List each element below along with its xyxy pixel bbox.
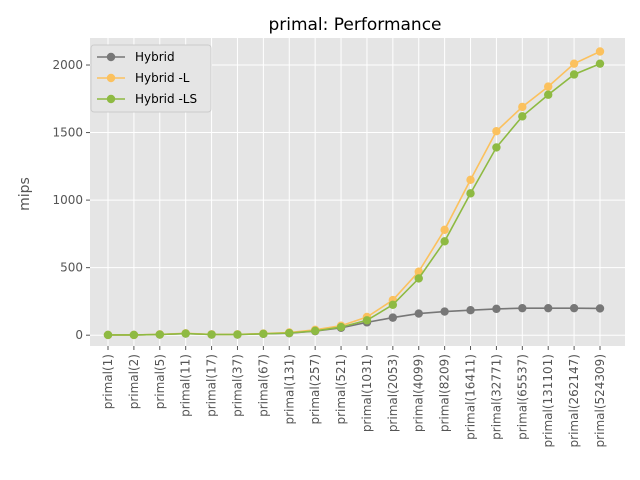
legend-label: Hybrid -L (135, 71, 190, 85)
legend-box (90, 44, 212, 113)
data-point (362, 316, 372, 325)
data-point (259, 329, 268, 339)
y-tick-label: 1000 (52, 193, 83, 207)
data-point (569, 303, 579, 313)
x-tick-label: primal(16411) (464, 354, 478, 440)
data-point (466, 175, 475, 185)
legend-marker (106, 73, 116, 83)
x-tick-label: primal(8209) (438, 354, 452, 432)
data-point (492, 127, 501, 136)
series-line-2 (108, 62, 601, 336)
data-point (103, 330, 113, 340)
x-tick-label: primal(32771) (489, 354, 503, 440)
data-point (414, 267, 423, 276)
x-tick-label: primal(131) (282, 354, 296, 425)
x-tick-label: primal(131101) (541, 354, 555, 447)
x-tick-label: primal(17) (205, 354, 219, 417)
y-tick-label: 0 (75, 328, 83, 342)
x-tick-label: primal(67) (256, 354, 270, 417)
data-point (518, 102, 527, 112)
data-point (440, 225, 449, 235)
data-point (544, 82, 553, 91)
x-tick-label: primal(11) (179, 354, 193, 417)
legend-label: Hybrid -LS (135, 92, 197, 106)
legend-marker (106, 52, 116, 62)
data-point (595, 59, 605, 68)
x-tick-label: primal(257) (308, 354, 322, 425)
y-axis-label: mips (17, 177, 33, 211)
x-tick-label: primal(37) (230, 354, 244, 417)
data-point (518, 112, 527, 121)
data-point (466, 306, 475, 315)
chart-title: primal: Performance (268, 15, 441, 35)
x-tick-label: primal(1) (101, 354, 115, 409)
data-point (285, 328, 294, 338)
data-point (336, 322, 346, 332)
x-axis-ticks: primal(1) primal(2) primal(5) primal(11) pri… (101, 346, 607, 447)
data-point (414, 274, 423, 283)
data-point (207, 330, 216, 339)
legend: Hybrid Hybrid -L Hybrid -LS (90, 44, 212, 113)
data-point (129, 330, 139, 340)
data-point (544, 303, 553, 313)
data-point (440, 307, 449, 316)
data-point (310, 326, 320, 336)
x-tick-label: primal(524309) (593, 354, 607, 447)
data-point (181, 329, 190, 338)
data-point (233, 330, 242, 339)
data-point (595, 47, 605, 56)
data-point (388, 300, 398, 309)
data-point (569, 59, 579, 68)
y-tick-label: 1500 (52, 126, 83, 140)
data-point (492, 304, 501, 314)
x-tick-label: primal(4099) (412, 354, 426, 432)
legend-marker (106, 94, 116, 104)
x-tick-label: primal(2) (127, 354, 141, 409)
x-tick-label: primal(65537) (515, 354, 529, 440)
x-tick-label: primal(2053) (386, 354, 400, 432)
data-point (518, 303, 527, 313)
x-tick-label: primal(521) (334, 354, 348, 425)
x-tick-label: primal(5) (153, 354, 167, 409)
data-point (569, 70, 579, 79)
series-lines (103, 47, 605, 340)
x-tick-label: primal(262147) (567, 354, 581, 447)
data-point (492, 143, 501, 152)
x-tick-label: primal(1031) (360, 354, 374, 432)
data-point (440, 237, 449, 246)
y-tick-label: 2000 (52, 58, 83, 72)
y-tick-label: 500 (60, 261, 83, 275)
data-point (595, 304, 605, 313)
legend-label: Hybrid (135, 50, 175, 64)
y-axis-ticks: 0 500 1000 1500 2000 (52, 58, 90, 342)
data-point (466, 189, 475, 198)
data-point (544, 90, 553, 99)
data-point (155, 330, 164, 339)
data-point (414, 309, 423, 318)
data-point (388, 313, 398, 322)
